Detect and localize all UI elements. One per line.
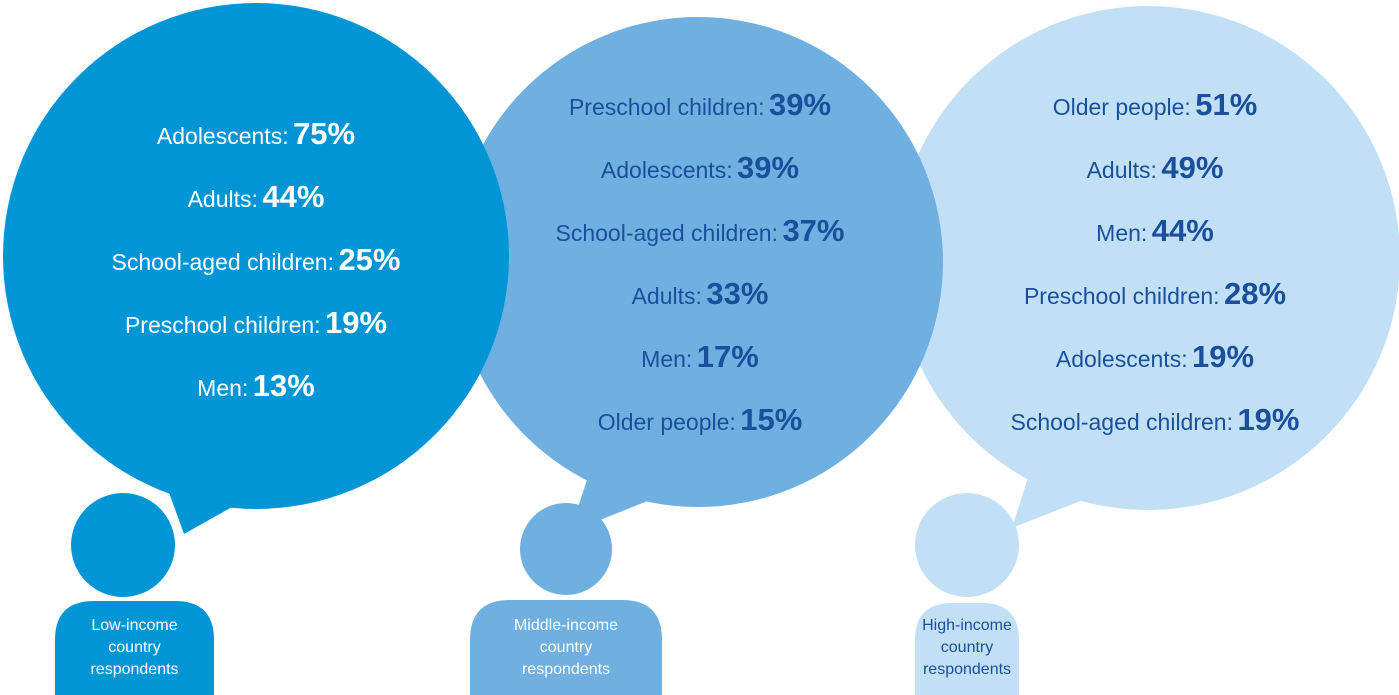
category-label: Older people:	[597, 409, 736, 435]
category-label: Men:	[1096, 220, 1148, 246]
middle-income-bubble-tail	[570, 440, 770, 532]
percent-value: 28%	[1224, 276, 1287, 311]
percent-value: 49%	[1161, 150, 1224, 185]
percent-value: 25%	[338, 242, 401, 277]
category-label: Preschool children:	[568, 94, 765, 120]
high-income-group	[896, 6, 1399, 695]
list-item: School-aged children: 25%	[56, 228, 456, 291]
high-income-bubble-tail	[1012, 440, 1210, 528]
percent-value: 51%	[1195, 87, 1258, 122]
high-income-list: Older people: 51% Adults: 49% Men: 44% P…	[955, 73, 1355, 451]
list-item: Adolescents: 39%	[500, 136, 900, 199]
middle-income-respondents-label: Middle-income country respondents	[470, 615, 662, 681]
category-label: Adults:	[1086, 157, 1157, 183]
category-label: Men:	[641, 346, 693, 372]
label-line: country	[108, 639, 161, 656]
low-income-group	[3, 3, 509, 695]
low-income-person-body	[55, 601, 214, 695]
percent-value: 37%	[782, 213, 845, 248]
percent-value: 39%	[769, 87, 832, 122]
category-label: Adolescents:	[1055, 346, 1188, 372]
category-label: Adults:	[187, 186, 258, 212]
category-label: Adults:	[631, 283, 702, 309]
list-item: Adolescents: 75%	[56, 102, 456, 165]
list-item: Adults: 49%	[955, 136, 1355, 199]
percent-value: 17%	[696, 339, 759, 374]
category-label: Older people:	[1052, 94, 1191, 120]
percent-value: 13%	[252, 368, 315, 403]
list-item: Adults: 33%	[500, 262, 900, 325]
list-item: Adolescents: 19%	[955, 325, 1355, 388]
label-line: respondents	[521, 661, 611, 678]
percent-value: 44%	[1151, 213, 1214, 248]
category-label: Men:	[197, 375, 249, 401]
category-label: Preschool children:	[124, 312, 321, 338]
list-item: Preschool children: 19%	[56, 291, 456, 354]
middle-income-person-head	[520, 503, 612, 595]
category-label: Preschool children:	[1023, 283, 1220, 309]
middle-income-speech-bubble	[453, 17, 943, 507]
low-income-respondents-label: Low-income country respondents	[55, 615, 214, 681]
high-income-speech-bubble	[896, 6, 1399, 510]
label-line: respondents	[90, 661, 179, 678]
category-label: Adolescents:	[600, 157, 733, 183]
list-item: Preschool children: 28%	[955, 262, 1355, 325]
percent-value: 75%	[293, 116, 356, 151]
low-income-person-head	[71, 493, 175, 597]
label-line: Middle-income	[513, 617, 619, 634]
middle-income-list: Preschool children: 39% Adolescents: 39%…	[500, 73, 900, 451]
high-income-person-body	[915, 603, 1019, 695]
list-item: Older people: 15%	[500, 388, 900, 451]
percent-value: 19%	[1192, 339, 1255, 374]
middle-income-person-body	[470, 600, 662, 695]
percent-value: 15%	[740, 402, 803, 437]
list-item: School-aged children: 37%	[500, 199, 900, 262]
list-item: Preschool children: 39%	[500, 73, 900, 136]
label-line: High-income	[922, 617, 1012, 634]
label-line: country	[539, 639, 593, 656]
category-label: School-aged children:	[111, 249, 334, 275]
list-item: Adults: 44%	[56, 165, 456, 228]
list-item: School-aged children: 19%	[955, 388, 1355, 451]
percent-value: 19%	[1237, 402, 1300, 437]
low-income-list: Adolescents: 75% Adults: 44% School-aged…	[56, 102, 456, 417]
high-income-respondents-label: High-income country respondents	[915, 615, 1019, 681]
middle-income-group	[453, 17, 943, 695]
label-line: respondents	[922, 661, 1012, 678]
category-label: School-aged children:	[555, 220, 778, 246]
label-line: Low-income	[91, 617, 178, 634]
low-income-bubble-tail	[150, 440, 330, 534]
category-label: School-aged children:	[1010, 409, 1233, 435]
percent-value: 19%	[325, 305, 388, 340]
list-item: Men: 44%	[955, 199, 1355, 262]
list-item: Men: 17%	[500, 325, 900, 388]
percent-value: 44%	[262, 179, 325, 214]
list-item: Men: 13%	[56, 354, 456, 417]
high-income-person-head	[915, 493, 1019, 597]
label-line: country	[940, 639, 994, 656]
low-income-speech-bubble	[3, 3, 509, 509]
percent-value: 33%	[706, 276, 769, 311]
list-item: Older people: 51%	[955, 73, 1355, 136]
category-label: Adolescents:	[156, 123, 289, 149]
percent-value: 39%	[737, 150, 800, 185]
